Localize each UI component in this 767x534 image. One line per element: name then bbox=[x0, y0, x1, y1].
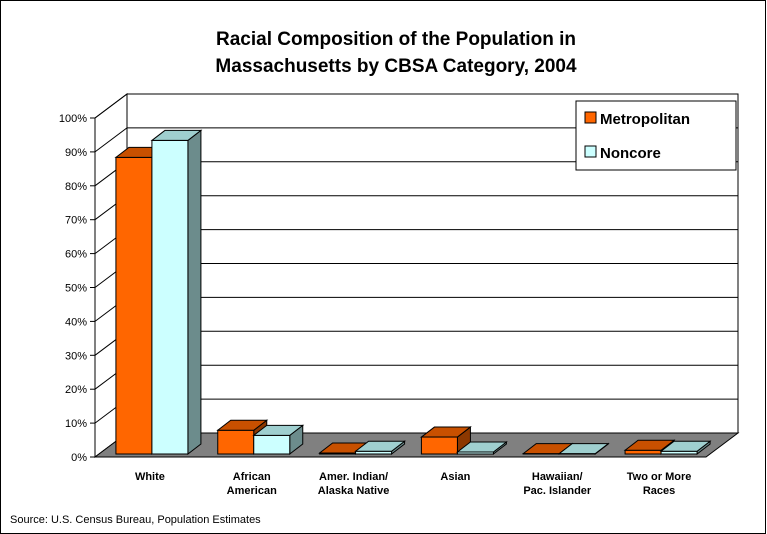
bar bbox=[659, 440, 712, 456]
bar bbox=[150, 129, 203, 456]
x-tick-label: White bbox=[135, 471, 165, 483]
bar bbox=[557, 442, 610, 456]
gridline bbox=[94, 127, 738, 153]
y-tick-label: 70% bbox=[65, 215, 87, 227]
bar-front bbox=[624, 449, 662, 455]
y-tick-label: 10% bbox=[65, 418, 87, 430]
y-axis: 0% 10% 20% 30% 40% 50% 60% 70% 80% 90% 100% bbox=[59, 113, 96, 464]
bar-top bbox=[216, 419, 269, 431]
gridline bbox=[94, 93, 738, 119]
bar-top bbox=[252, 424, 305, 436]
x-tick-label: Races bbox=[643, 485, 675, 497]
chart-title: Racial Composition of the Population in … bbox=[215, 29, 577, 77]
legend: Metropolitan Noncore bbox=[575, 100, 737, 171]
legend-label-metropolitan: Metropolitan bbox=[600, 111, 690, 128]
bar-top bbox=[455, 441, 508, 453]
bar-side bbox=[187, 129, 202, 456]
y-tick-label: 20% bbox=[65, 384, 87, 396]
bar-front bbox=[420, 436, 458, 455]
y-tick-label: 80% bbox=[65, 181, 87, 193]
x-tick-label: Two or More bbox=[627, 471, 692, 483]
bar-top bbox=[557, 443, 610, 455]
y-tick-label: 60% bbox=[65, 249, 87, 261]
bar-top bbox=[354, 440, 407, 452]
y-tick-label: 0% bbox=[71, 452, 87, 464]
y-tick-label: 100% bbox=[59, 113, 87, 125]
legend-box bbox=[575, 100, 737, 171]
bar-top bbox=[419, 426, 472, 438]
x-tick-label: African bbox=[233, 471, 271, 483]
bar-front bbox=[115, 156, 153, 455]
bar-front bbox=[151, 139, 189, 455]
x-tick-label: Alaska Native bbox=[318, 485, 390, 497]
bar-front bbox=[253, 434, 291, 455]
y-tick-label: 30% bbox=[65, 350, 87, 362]
y-tick-label: 40% bbox=[65, 316, 87, 328]
x-tick-label: Asian bbox=[440, 471, 470, 483]
legend-swatch-noncore bbox=[584, 145, 597, 158]
chart-title-line-2: Massachusetts by CBSA Category, 2004 bbox=[215, 56, 577, 77]
bar-top bbox=[659, 440, 712, 452]
bars bbox=[114, 129, 712, 456]
x-tick-label: American bbox=[227, 485, 277, 497]
source-note: Source: U.S. Census Bureau, Population E… bbox=[10, 514, 261, 526]
y-tick-label: 50% bbox=[65, 283, 87, 295]
x-tick-label: Pac. Islander bbox=[523, 485, 592, 497]
legend-swatch-metropolitan bbox=[584, 111, 597, 124]
y-tick-label: 90% bbox=[65, 147, 87, 159]
bar-top bbox=[623, 439, 676, 451]
x-tick-label: Hawaiian/ bbox=[532, 471, 583, 483]
bar bbox=[252, 424, 305, 456]
x-axis: White African American Amer. Indian/Alaska … bbox=[135, 471, 691, 497]
bar-top bbox=[150, 129, 203, 141]
chart-title-line-1: Racial Composition of the Population in bbox=[216, 29, 576, 50]
bar-front bbox=[217, 429, 255, 455]
x-tick-label: Amer. Indian/ bbox=[319, 471, 388, 483]
bar bbox=[354, 440, 407, 456]
legend-label-noncore: Noncore bbox=[600, 145, 661, 162]
bar bbox=[455, 440, 508, 456]
bar bbox=[419, 426, 472, 456]
